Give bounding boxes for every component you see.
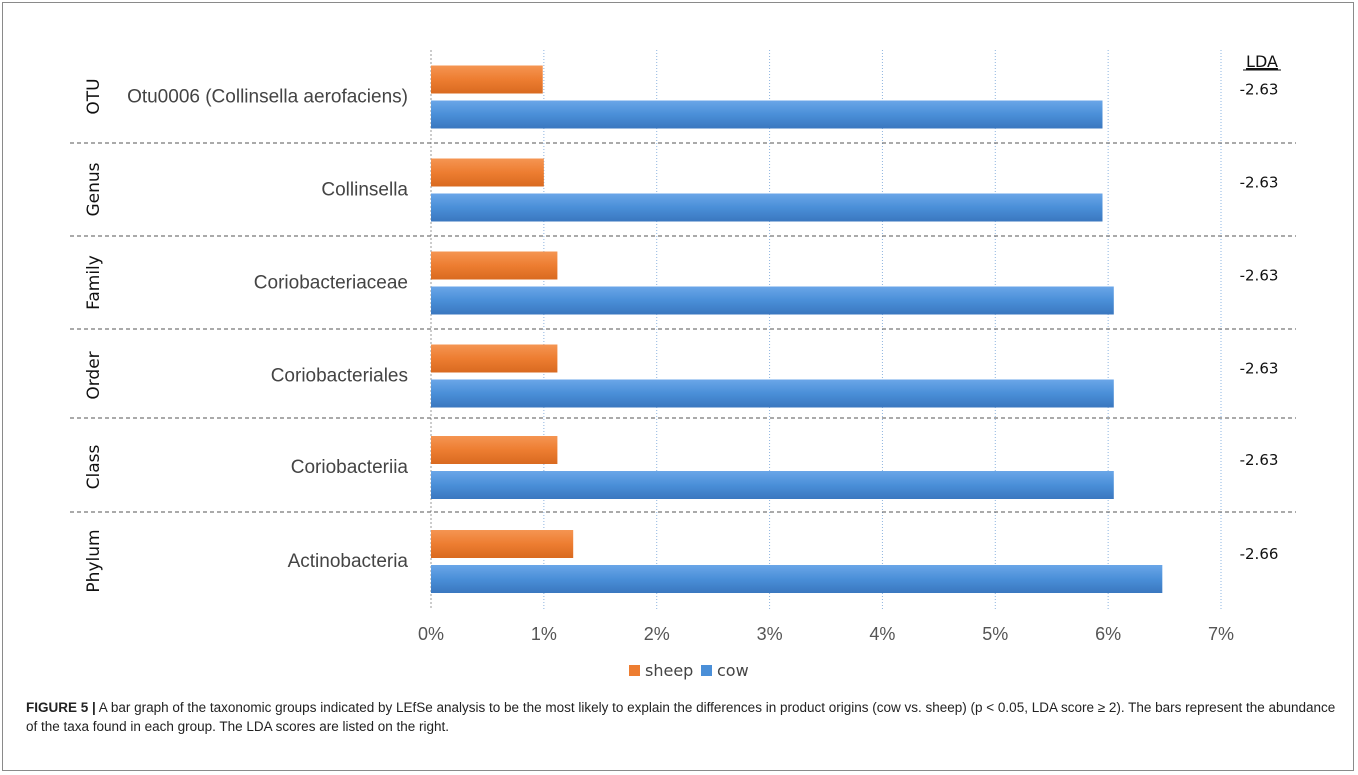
category-label-0: Otu0006 (Collinsella aerofaciens) — [127, 87, 408, 108]
x-tick-label-4: 4% — [869, 624, 895, 644]
x-tick-labels: 0% 1% 2% 3% 4% 5% 6% 7% — [418, 624, 1234, 644]
lda-score-2: -2.63 — [1240, 267, 1279, 285]
x-tick-label-2: 2% — [644, 624, 670, 644]
lda-score-4: -2.63 — [1240, 451, 1279, 469]
group-separators — [70, 142, 1296, 513]
legend-label-cow: cow — [717, 661, 749, 680]
x-tick-label-1: 1% — [531, 624, 557, 644]
lda-scores: -2.63 -2.63 -2.63 -2.63 -2.63 -2.66 LDA — [1240, 52, 1281, 563]
legend: sheep cow — [629, 661, 749, 680]
rank-label-family: Family — [84, 255, 104, 310]
x-tick-label-0: 0% — [418, 624, 444, 644]
grid-lines — [430, 50, 1222, 610]
bar-sheep-4 — [431, 436, 558, 464]
legend-label-sheep: sheep — [645, 661, 693, 680]
bar-cow-2 — [431, 286, 1114, 315]
figure-caption: FIGURE 5 | A bar graph of the taxonomic … — [26, 698, 1336, 736]
lda-score-5: -2.66 — [1240, 545, 1279, 563]
rank-label-genus: Genus — [84, 162, 104, 216]
category-label-1: Collinsella — [321, 180, 408, 201]
lda-score-0: -2.63 — [1240, 81, 1279, 99]
bar-sheep-1 — [431, 158, 544, 187]
lda-score-1: -2.63 — [1240, 174, 1279, 192]
bar-cow-5 — [431, 565, 1163, 593]
bar-cow-3 — [431, 379, 1114, 408]
bar-cow-4 — [431, 471, 1114, 499]
caption-label: FIGURE 5 | — [26, 700, 96, 715]
x-tick-label-3: 3% — [757, 624, 783, 644]
rank-labels: OTU Genus Family Order Class Phylum — [84, 78, 104, 592]
category-labels: Otu0006 (Collinsella aerofaciens) Collins… — [127, 87, 408, 573]
bars — [431, 65, 1163, 593]
category-label-3: Coriobacteriales — [271, 366, 408, 387]
rank-label-otu: OTU — [84, 78, 104, 114]
x-tick-label-5: 5% — [982, 624, 1008, 644]
rank-label-order: Order — [84, 351, 104, 399]
bar-sheep-3 — [431, 344, 558, 373]
bar-cow-0 — [431, 100, 1103, 129]
rank-label-phylum: Phylum — [84, 529, 104, 592]
bar-sheep-2 — [431, 251, 558, 280]
lda-header: LDA — [1246, 52, 1278, 71]
x-tick-label-7: 7% — [1208, 624, 1234, 644]
legend-swatch-cow — [701, 665, 712, 676]
category-label-4: Coriobacteriia — [291, 457, 409, 478]
bar-sheep-0 — [431, 65, 543, 94]
rank-label-class: Class — [84, 444, 104, 489]
lda-score-3: -2.63 — [1240, 360, 1279, 378]
x-tick-label-6: 6% — [1095, 624, 1121, 644]
bar-sheep-5 — [431, 530, 574, 558]
category-label-2: Coriobacteriaceae — [254, 273, 408, 294]
caption-text: A bar graph of the taxonomic groups indi… — [26, 700, 1336, 734]
bar-cow-1 — [431, 193, 1103, 222]
category-label-5: Actinobacteria — [288, 551, 409, 572]
legend-swatch-sheep — [629, 665, 640, 676]
